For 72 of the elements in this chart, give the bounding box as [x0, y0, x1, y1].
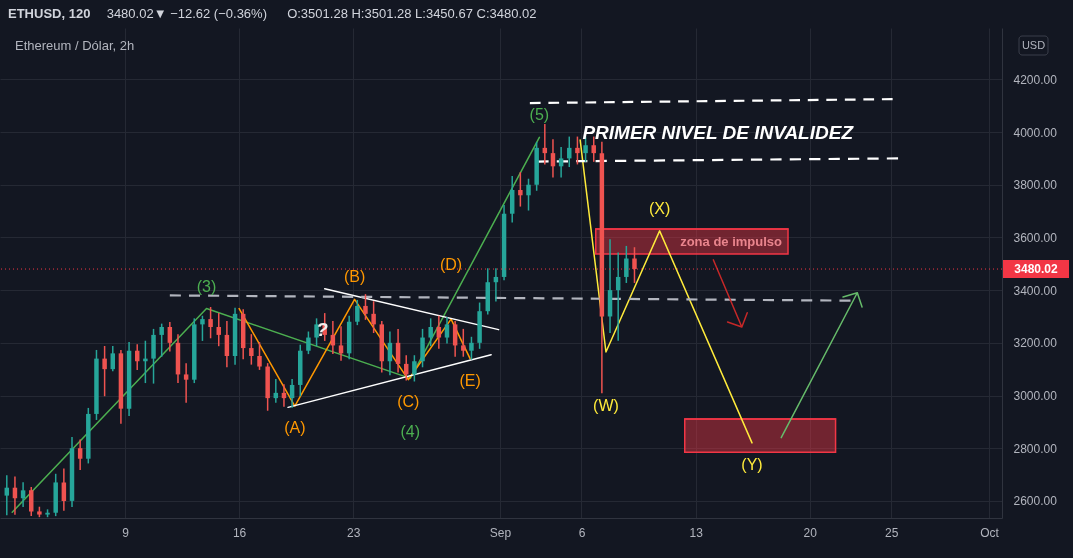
annotation: (Y)	[741, 455, 763, 473]
y-tick-label: 3200.00	[1013, 336, 1058, 351]
candlestick	[526, 178, 531, 211]
annotation: (W)	[593, 397, 619, 415]
text: Ethereum / Dólar, 2h	[15, 38, 135, 53]
y-tick-label: 3600.00	[1013, 230, 1058, 245]
candlestick	[420, 328, 425, 368]
candlestick	[428, 318, 433, 347]
annotation: (C)	[397, 392, 420, 410]
annotation: (3)	[196, 277, 217, 295]
text: 3480.02▼ −12.62 (−0.36%)	[106, 6, 267, 21]
candlestick	[509, 176, 515, 223]
y-tick-label: 2600.00	[1013, 494, 1058, 509]
candlestick	[4, 475, 10, 516]
candlestick	[167, 322, 173, 352]
candlestick	[567, 136, 572, 168]
x-tick-label: Sep	[489, 525, 512, 540]
candlestick	[306, 331, 311, 355]
x-tick-label: 9	[122, 525, 130, 540]
candlestick	[151, 328, 156, 384]
candlestick	[159, 323, 164, 357]
candlestick	[61, 468, 67, 511]
y-tick-label: 3000.00	[1013, 389, 1058, 403]
x-tick-label: 23	[347, 525, 361, 540]
annotation: (4)	[400, 423, 421, 441]
candlestick	[624, 245, 629, 283]
text: O:3501.28 H:3501.28 L:3450.67 C:3480.02	[287, 6, 537, 21]
ref-line-label: 3480.02	[1014, 262, 1059, 277]
candlestick	[412, 355, 417, 382]
y-tick-label: 4200.00	[1013, 72, 1058, 87]
candlestick	[200, 315, 205, 341]
candlestick	[469, 336, 474, 360]
candlestick	[575, 136, 580, 165]
candlestick	[208, 307, 213, 339]
y-tick-label: 3800.00	[1013, 178, 1058, 193]
x-tick-label: 16	[232, 525, 247, 540]
annotation: (D)	[439, 256, 463, 274]
y-tick-label: 4000.00	[1013, 125, 1058, 140]
candlestick	[436, 315, 442, 349]
candlestick	[338, 326, 344, 361]
candlestick	[444, 317, 450, 344]
candlestick	[249, 334, 254, 365]
candlestick	[355, 299, 360, 326]
candlestick	[216, 313, 221, 347]
candlestick	[363, 294, 368, 320]
candlestick	[20, 482, 26, 507]
x-tick-label: 6	[578, 525, 586, 540]
annotation: (B)	[343, 268, 366, 286]
y-tick-label: 2800.00	[1013, 441, 1058, 456]
candlestick	[102, 346, 107, 397]
series-label: zona de impulso	[680, 233, 783, 249]
candlestick	[461, 328, 466, 357]
candlestick	[558, 147, 564, 178]
annotation: (E)	[459, 371, 481, 389]
candlestick	[518, 172, 523, 207]
candlestick	[632, 247, 637, 283]
x-tick-label: Oct	[980, 525, 1000, 540]
annotation: (X)	[648, 199, 671, 217]
y-axis-title: USD	[1021, 38, 1046, 51]
series-label: PRIMER NIVEL DE INVALIDEZ	[582, 121, 855, 143]
annotation: (A)	[284, 419, 306, 437]
candlestick	[183, 363, 189, 403]
candlestick	[371, 301, 376, 334]
candlestick	[110, 346, 116, 372]
x-tick-label: 13	[689, 525, 704, 540]
x-tick-label: 25	[885, 525, 899, 540]
annotation: (5)	[529, 106, 550, 124]
x-tick-label: 20	[803, 525, 818, 540]
candlestick	[257, 342, 262, 370]
candlestick	[77, 439, 83, 471]
y-tick-label: 3400.00	[1013, 283, 1058, 298]
chart-title: ETHUSD, 120	[8, 6, 91, 21]
